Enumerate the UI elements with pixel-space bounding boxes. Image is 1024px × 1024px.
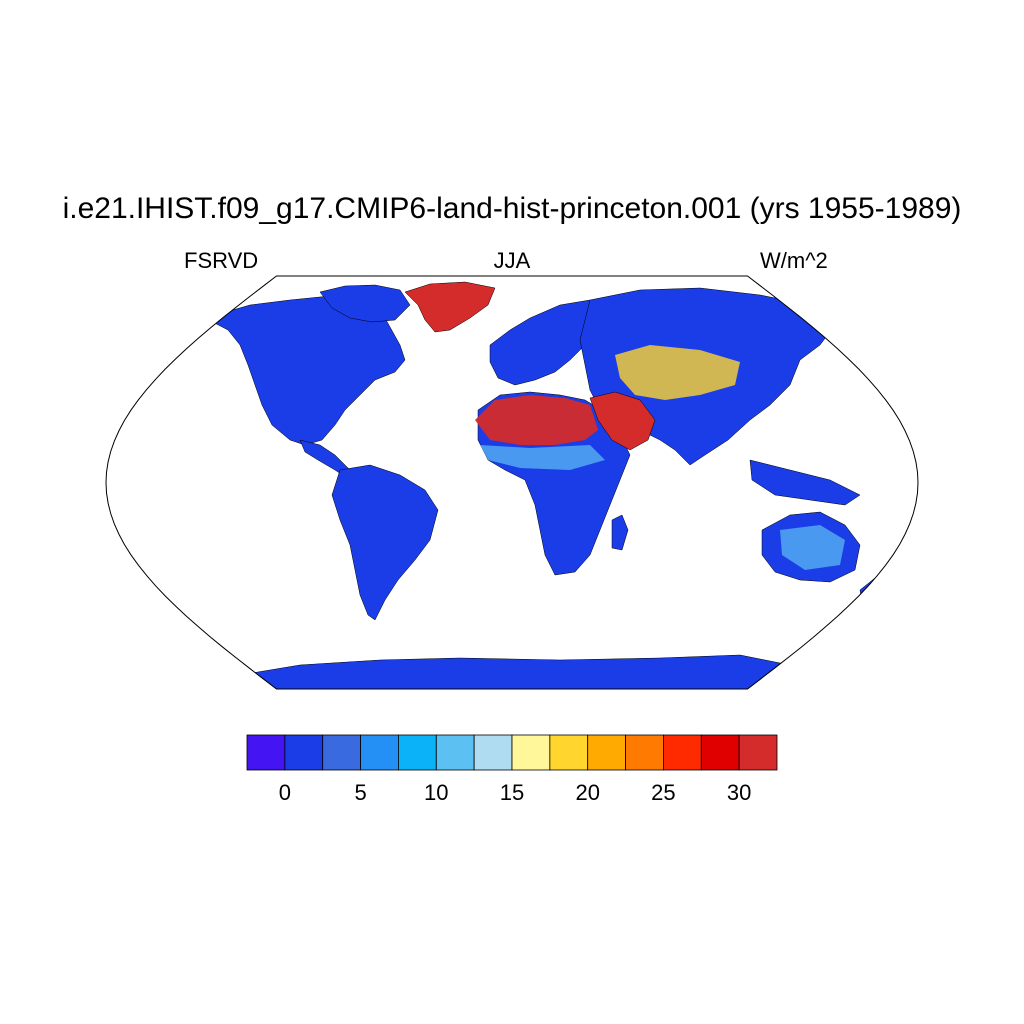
colorbar-tick-label: 15 xyxy=(500,780,524,805)
land-south-america xyxy=(331,464,439,621)
land-antarctica xyxy=(239,654,801,689)
colorbar-box xyxy=(663,734,702,771)
land-canadian-archipelago xyxy=(319,284,411,323)
land-maritime-asia xyxy=(749,459,861,506)
land-arabia xyxy=(589,391,656,451)
colorbar-box xyxy=(284,734,324,771)
colorbar-box xyxy=(360,734,399,771)
central-asia-warm-values xyxy=(615,345,740,400)
colorbar-box xyxy=(322,734,361,771)
map-content xyxy=(106,276,918,689)
colorbar-box xyxy=(549,734,589,771)
colorbar-tick-label: 25 xyxy=(651,780,675,805)
colorbar-box xyxy=(738,734,778,771)
colorbar-box xyxy=(435,734,475,771)
colorbar-tick-label: 5 xyxy=(354,780,366,805)
colorbar-box xyxy=(398,734,437,771)
colorbar-tick-label: 20 xyxy=(575,780,599,805)
map-title: i.e21.IHIST.f09_g17.CMIP6-land-hist-prin… xyxy=(62,192,962,225)
australia-light-values xyxy=(780,525,845,570)
colorbar-tick-label: 10 xyxy=(424,780,448,805)
colorbar-box xyxy=(625,734,664,771)
land-greenland xyxy=(404,281,496,333)
sahel-transition xyxy=(480,445,605,470)
colorbar-box xyxy=(511,734,551,771)
colorbar-boxes xyxy=(246,734,778,771)
colorbar-box xyxy=(473,734,513,771)
colorbar-tick-label: 30 xyxy=(727,780,751,805)
colorbar-box xyxy=(587,734,626,771)
high-value-regions xyxy=(475,345,845,570)
colorbar-labels: 0 5 10 15 20 25 30 xyxy=(279,780,752,805)
season-label: JJA xyxy=(493,248,531,273)
units-label: W/m^2 xyxy=(760,248,828,273)
map-border xyxy=(105,275,919,690)
land-madagascar xyxy=(611,514,629,551)
colorbar-box xyxy=(700,734,740,771)
colorbar-box xyxy=(246,734,286,771)
sahara-high-values xyxy=(475,395,598,445)
colorbar-tick-label: 0 xyxy=(279,780,291,805)
variable-label: FSRVD xyxy=(184,248,259,273)
